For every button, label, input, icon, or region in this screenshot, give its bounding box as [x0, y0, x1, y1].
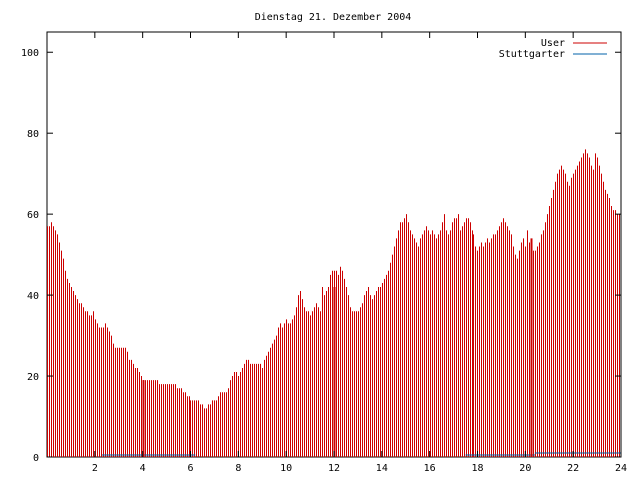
x-tick-label: 22: [567, 463, 579, 474]
y-tick-label: 100: [21, 48, 39, 59]
x-tick-label: 12: [328, 463, 340, 474]
y-tick-label: 80: [27, 129, 39, 140]
legend: User Stuttgarter: [499, 38, 607, 60]
legend-stuttgarter-label: Stuttgarter: [499, 49, 565, 60]
user-bars: [47, 149, 620, 457]
x-tick-label: 10: [280, 463, 292, 474]
legend-user-label: User: [541, 38, 565, 49]
x-tick-label: 6: [187, 463, 193, 474]
y-tick-label: 60: [27, 210, 39, 221]
x-tick-label: 4: [140, 463, 146, 474]
chart-title: Dienstag 21. Dezember 2004: [255, 12, 412, 23]
x-tick-label: 18: [471, 463, 483, 474]
user-spikes: [142, 238, 533, 457]
y-tick-label: 40: [27, 291, 39, 302]
x-tick-label: 8: [235, 463, 241, 474]
x-tick-label: 16: [424, 463, 436, 474]
x-tick-label: 20: [519, 463, 531, 474]
y-tick-label: 20: [27, 372, 39, 383]
x-tick-label: 24: [615, 463, 627, 474]
y-tick-label: 0: [33, 453, 39, 464]
x-tick-label: 14: [376, 463, 388, 474]
x-tick-label: 2: [92, 463, 98, 474]
